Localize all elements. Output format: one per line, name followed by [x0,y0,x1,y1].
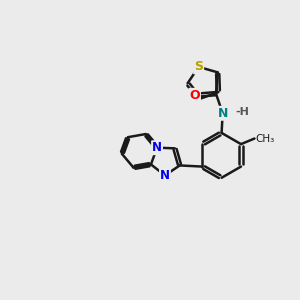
Text: N: N [218,107,228,120]
Text: O: O [189,89,200,102]
Text: N: N [160,169,170,182]
Text: CH₃: CH₃ [256,134,275,143]
Text: -H: -H [236,107,250,117]
Text: N: N [152,141,162,154]
Text: S: S [194,60,203,74]
